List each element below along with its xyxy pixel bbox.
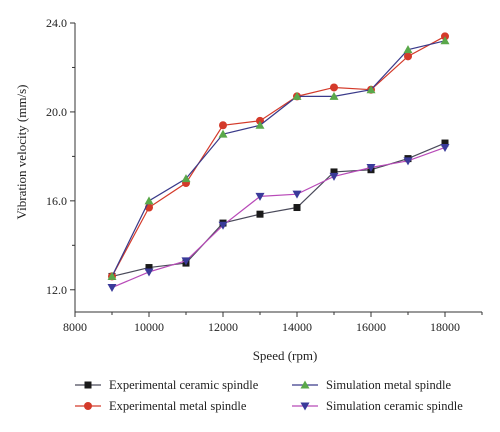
legend-marker: [84, 402, 92, 410]
legend-item: Experimental metal spindle: [75, 399, 247, 413]
x-tick-label: 18000: [430, 320, 460, 334]
legend: Experimental ceramic spindle Experimental…: [75, 378, 463, 413]
data-point: [440, 143, 450, 152]
y-axis-title: Vibration velocity (mm/s): [14, 85, 29, 220]
y-tick-label: 20.0: [46, 105, 67, 119]
data-point: [329, 172, 339, 181]
data-point: [293, 204, 301, 212]
series-group: [107, 36, 450, 280]
legend-item: Simulation metal spindle: [292, 378, 451, 392]
data-point: [181, 174, 191, 183]
legend-label: Simulation metal spindle: [326, 378, 451, 392]
data-point: [144, 268, 154, 277]
data-point: [256, 210, 264, 218]
x-tick-label: 14000: [282, 320, 312, 334]
series-line: [111, 35, 446, 277]
legend-label: Simulation ceramic spindle: [326, 399, 463, 413]
data-point: [107, 284, 117, 293]
y-tick-label: 12.0: [46, 283, 67, 297]
y-tick-label: 24.0: [46, 16, 67, 30]
data-point: [255, 192, 265, 201]
data-point: [366, 85, 376, 94]
data-point: [403, 157, 413, 166]
data-point: [330, 83, 338, 92]
x-tick-label: 12000: [208, 320, 238, 334]
data-point: [219, 121, 227, 130]
data-point: [403, 45, 413, 54]
series-line: [111, 40, 446, 277]
data-point: [440, 36, 450, 45]
data-point: [404, 52, 412, 61]
data-point: [107, 271, 117, 280]
series-group: [108, 32, 449, 281]
legend-item: Experimental ceramic spindle: [75, 378, 259, 392]
x-tick-label: 8000: [63, 320, 87, 334]
data-point: [329, 91, 339, 100]
legend-label: Experimental ceramic spindle: [109, 378, 259, 392]
data-point: [292, 190, 302, 199]
legend-marker: [84, 381, 92, 389]
series-group: [107, 143, 450, 293]
legend-item: Simulation ceramic spindle: [292, 399, 463, 413]
data-point: [292, 91, 302, 100]
legend-marker: [300, 402, 310, 411]
x-tick-label: 10000: [134, 320, 164, 334]
x-tick-label: 16000: [356, 320, 386, 334]
legend-label: Experimental metal spindle: [109, 399, 247, 413]
data-point: [218, 221, 228, 230]
series-group: [108, 139, 449, 280]
data-point: [145, 264, 153, 272]
series-line: [111, 146, 446, 289]
data-point: [366, 164, 376, 172]
x-axis-title: Speed (rpm): [253, 348, 318, 363]
data-point: [441, 139, 449, 147]
data-point: [144, 196, 154, 205]
y-tick-label: 16.0: [46, 194, 67, 208]
legend-marker: [300, 380, 310, 389]
plot-area: 8000 10000 12000 14000 16000 18000 12.0 16.0 20.…: [46, 16, 483, 334]
data-point: [218, 129, 228, 138]
data-point: [181, 257, 191, 266]
data-point: [255, 120, 265, 129]
data-point: [330, 168, 338, 176]
